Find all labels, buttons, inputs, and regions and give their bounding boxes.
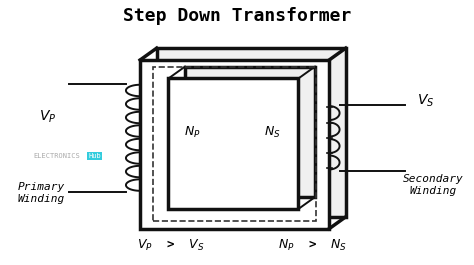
Bar — [154, 67, 316, 221]
Text: Secondary
Winding: Secondary Winding — [403, 174, 464, 196]
Bar — [156, 48, 346, 217]
Bar — [140, 60, 329, 229]
Bar — [168, 78, 299, 209]
Bar — [185, 67, 315, 197]
Text: ELECTRONICS: ELECTRONICS — [34, 153, 81, 159]
Text: $V_S$: $V_S$ — [418, 93, 435, 109]
Text: $N_P$: $N_P$ — [184, 125, 201, 140]
Text: $N_P$  >  $N_S$: $N_P$ > $N_S$ — [278, 238, 347, 253]
Text: $V_P$  >  $V_S$: $V_P$ > $V_S$ — [137, 238, 205, 253]
Text: Primary
Winding: Primary Winding — [17, 182, 64, 204]
Text: Hub: Hub — [88, 153, 101, 159]
Text: $N_S$: $N_S$ — [264, 125, 281, 140]
Text: Step Down Transformer: Step Down Transformer — [123, 7, 351, 25]
Text: $V_P$: $V_P$ — [39, 108, 56, 125]
